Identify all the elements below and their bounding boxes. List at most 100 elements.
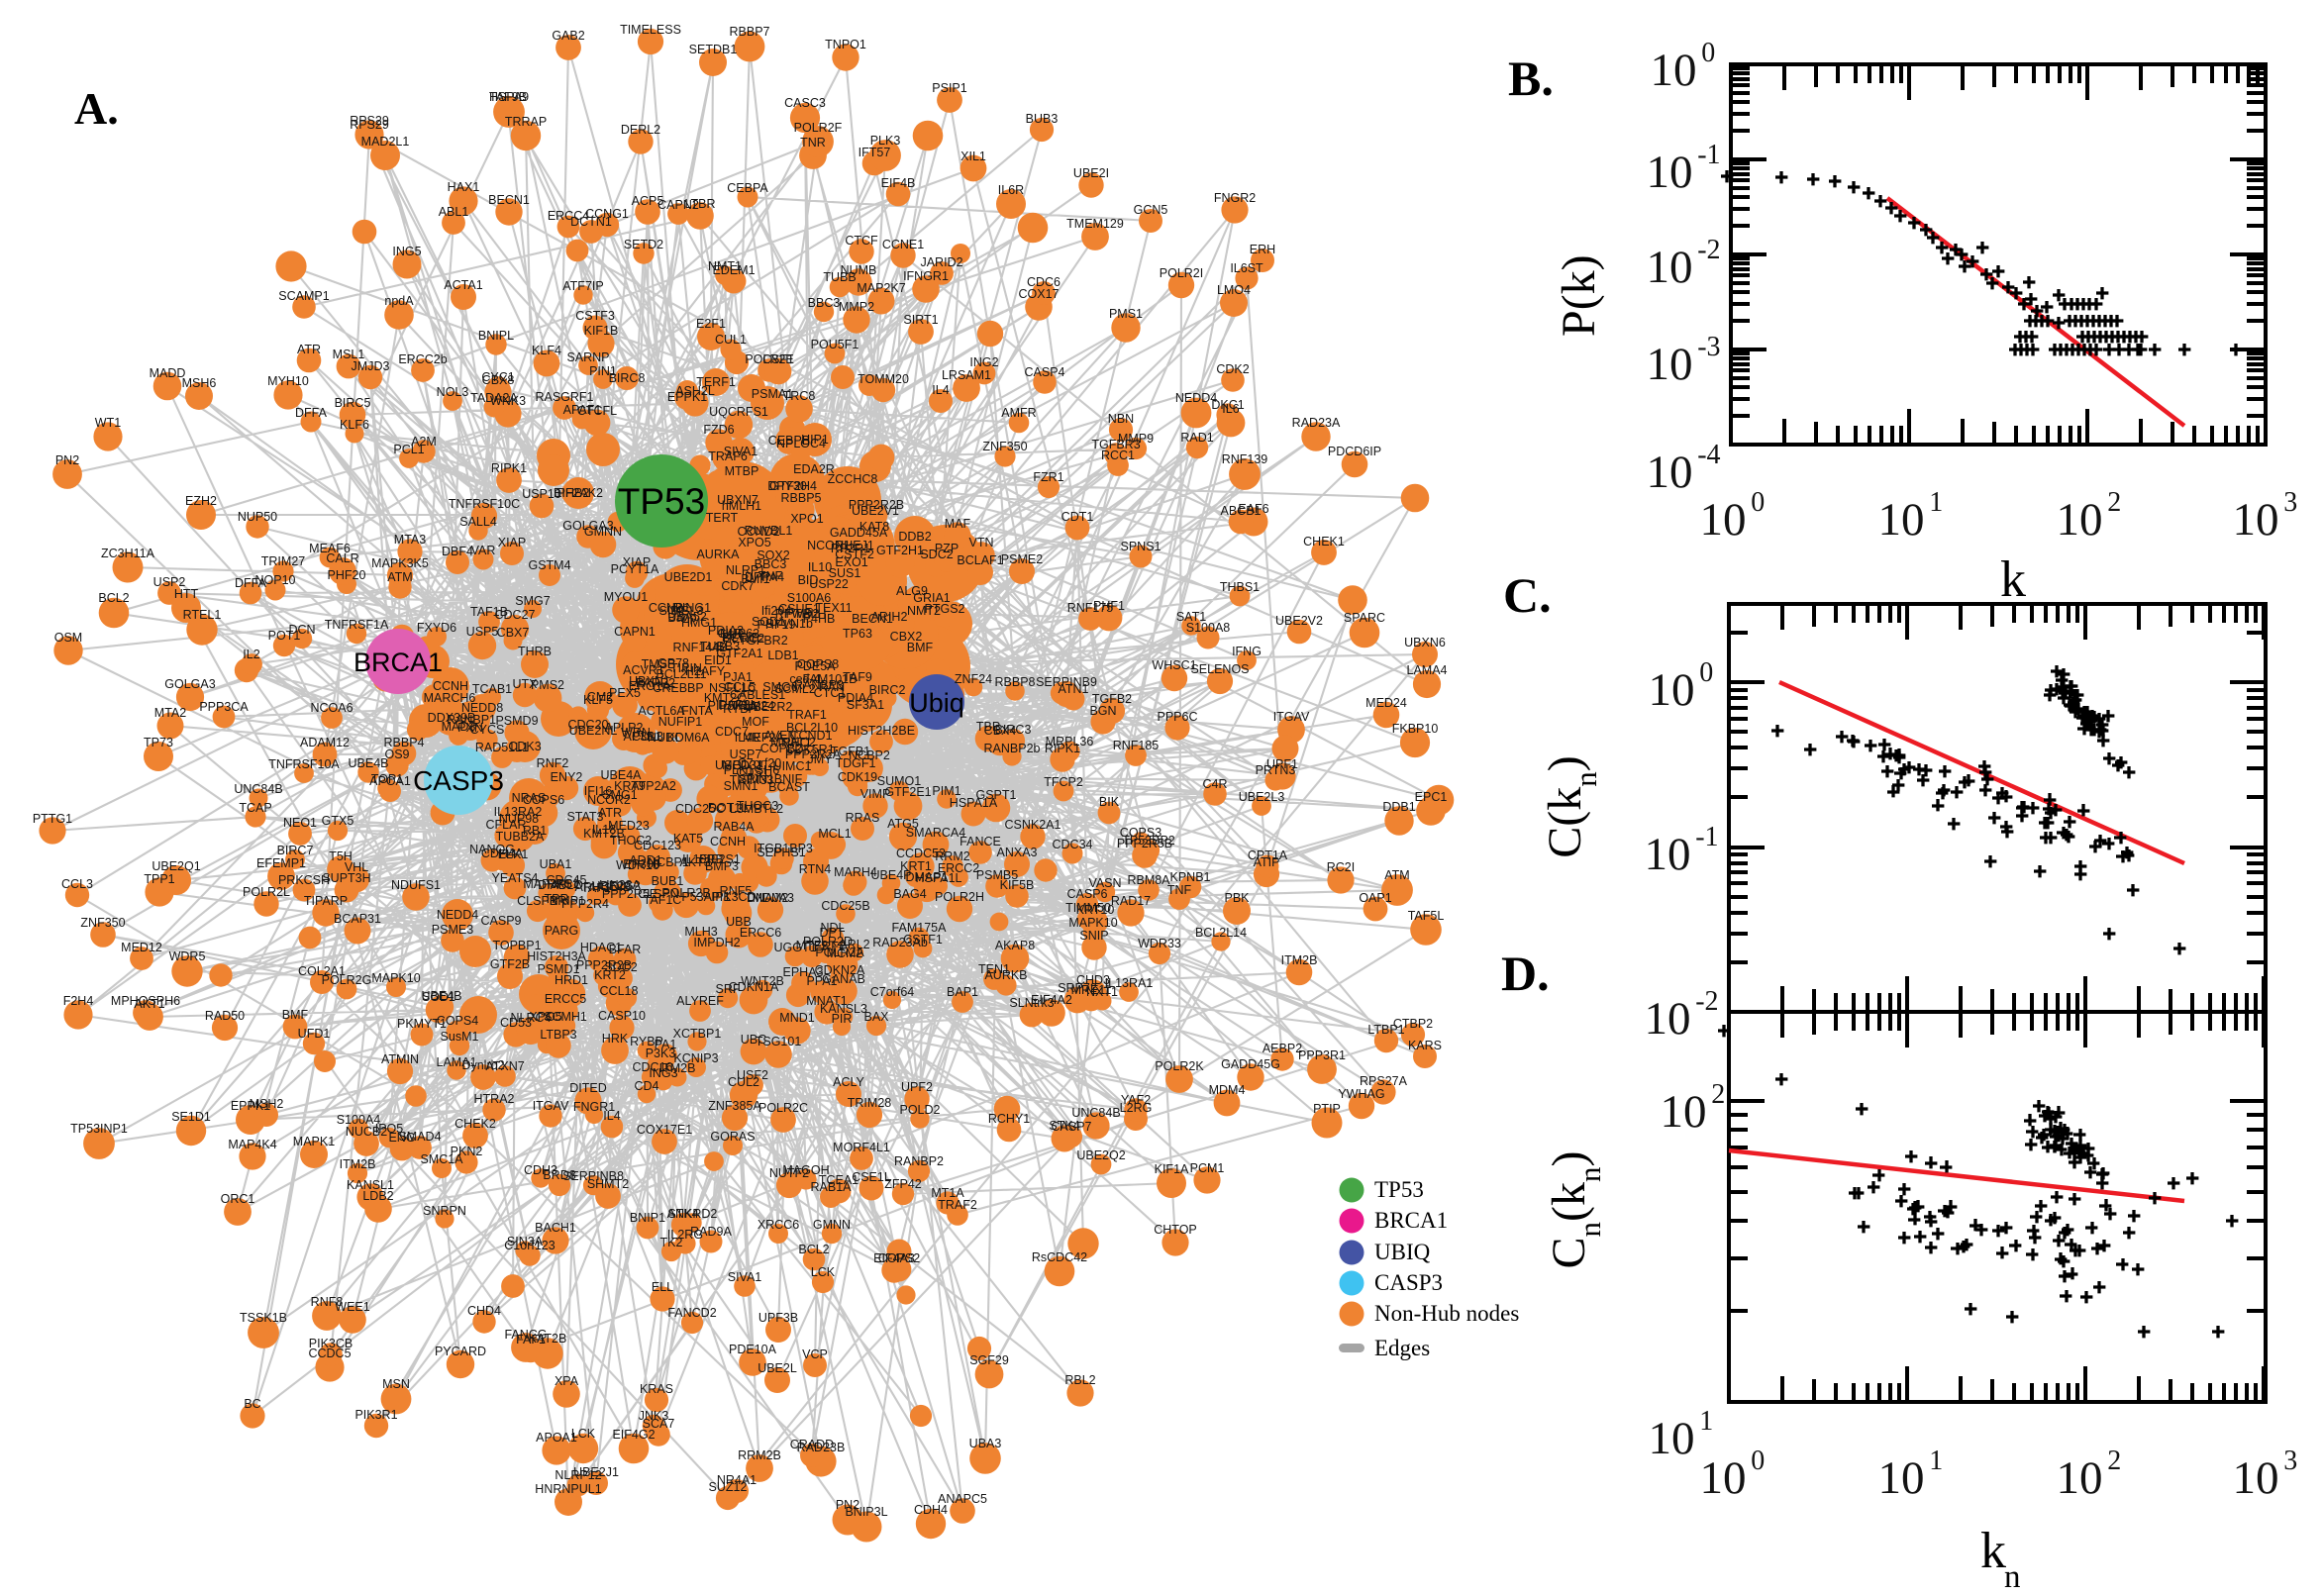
svg-text:ARHGDIB: ARHGDIB [575, 880, 632, 894]
svg-text:CHEK2: CHEK2 [454, 1117, 496, 1131]
svg-text:BCCIP: BCCIP [722, 631, 759, 645]
svg-text:UBXN1: UBXN1 [629, 674, 670, 688]
svg-text:10: 10 [1645, 993, 1691, 1045]
svg-text:10: 10 [2233, 494, 2279, 546]
svg-text:PIP5K1A: PIP5K1A [708, 699, 758, 713]
svg-text:CCNB1: CCNB1 [649, 601, 690, 615]
svg-text:RAD1: RAD1 [1180, 431, 1213, 445]
svg-text:NBN: NBN [1108, 412, 1134, 426]
svg-text:SDC2: SDC2 [604, 960, 637, 974]
svg-text:BNIP1: BNIP1 [630, 1211, 665, 1225]
svg-text:KRAS: KRAS [640, 1382, 673, 1396]
svg-text:BCL2L14: BCL2L14 [1195, 926, 1247, 940]
svg-text:SHMT2: SHMT2 [587, 1177, 629, 1191]
svg-text:10: 10 [1647, 339, 1693, 390]
svg-text:IL13RA2: IL13RA2 [494, 805, 543, 819]
svg-text:RANBP2b: RANBP2b [984, 742, 1041, 755]
svg-text:GANAB: GANAB [822, 972, 865, 986]
svg-text:ACP5: ACP5 [632, 194, 664, 208]
svg-text:LRSAM1: LRSAM1 [942, 368, 991, 382]
svg-text:IL2RG: IL2RG [667, 1228, 703, 1242]
svg-text:ATIP: ATIP [1254, 855, 1280, 869]
svg-text:TAF1: TAF1 [581, 881, 611, 895]
svg-text:DIABLO: DIABLO [538, 878, 583, 892]
svg-text:EXO1: EXO1 [835, 555, 867, 569]
svg-text:CBX2: CBX2 [890, 630, 923, 644]
svg-text:UBE2L: UBE2L [758, 1361, 797, 1375]
svg-text:UNC84B: UNC84B [1071, 1106, 1120, 1120]
svg-text:TMEM129: TMEM129 [1066, 217, 1124, 231]
svg-text:XIAP: XIAP [498, 536, 527, 549]
svg-text:10: 10 [1645, 829, 1691, 880]
svg-text:KDM6A: KDM6A [666, 731, 710, 745]
svg-text:CCDC5: CCDC5 [308, 1347, 351, 1360]
svg-text:SH6: SH6 [756, 763, 779, 777]
svg-text:TP63: TP63 [843, 627, 872, 641]
svg-text:HRD1: HRD1 [555, 973, 588, 987]
svg-text:WDR16: WDR16 [616, 858, 659, 872]
svg-text:PZP: PZP [935, 542, 959, 555]
svg-text:RNF144B: RNF144B [673, 641, 728, 654]
svg-text:TIMM50: TIMM50 [1065, 901, 1111, 915]
svg-text:THOC3: THOC3 [737, 799, 778, 813]
svg-text:PHC2: PHC2 [782, 736, 815, 749]
svg-text:IL6R: IL6R [998, 183, 1024, 197]
svg-text:COL2A1: COL2A1 [298, 964, 346, 978]
svg-text:PKMYT1: PKMYT1 [397, 1017, 447, 1031]
svg-text:USF2: USF2 [737, 1068, 768, 1082]
svg-text:WNK3: WNK3 [490, 394, 526, 408]
svg-text:EIF4G2: EIF4G2 [612, 1428, 655, 1442]
svg-text:1: 1 [1929, 1446, 1943, 1476]
svg-text:XIAP: XIAP [623, 555, 652, 569]
svg-text:1: 1 [1929, 487, 1943, 518]
svg-text:RC2I: RC2I [1327, 860, 1355, 874]
svg-text:TIPIN: TIPIN [670, 661, 702, 675]
svg-text:POLR2A: POLR2A [815, 946, 864, 959]
svg-text:HERC2: HERC2 [723, 632, 764, 646]
svg-text:COPS4: COPS4 [437, 1014, 478, 1028]
svg-text:RNF8: RNF8 [311, 1295, 344, 1309]
svg-text:JNK3: JNK3 [639, 1409, 669, 1423]
svg-text:THOC2: THOC2 [610, 834, 652, 848]
svg-text:CD53: CD53 [500, 1016, 532, 1030]
svg-text:TCEA1: TCEA1 [819, 1173, 858, 1187]
svg-text:TAF9: TAF9 [843, 670, 872, 684]
svg-text:BBC3: BBC3 [755, 557, 787, 571]
svg-text:GADD45G: GADD45G [1221, 1057, 1280, 1071]
svg-text:ERCC5: ERCC5 [545, 992, 586, 1006]
svg-text:NUCB2: NUCB2 [346, 1125, 387, 1139]
svg-text:UPF2: UPF2 [901, 1080, 933, 1094]
svg-text:MTBP: MTBP [725, 464, 759, 478]
svg-text:COPS2: COPS2 [878, 1251, 920, 1265]
svg-text:MRE11: MRE11 [1071, 983, 1112, 997]
svg-text:POLR2H: POLR2H [935, 890, 984, 904]
svg-text:RP2R1: RP2R1 [831, 542, 870, 555]
svg-text:GTF2B: GTF2B [490, 957, 530, 971]
svg-text:KRT9: KRT9 [614, 779, 646, 793]
svg-text:UBXN6: UBXN6 [1404, 636, 1446, 649]
svg-text:ZNF350: ZNF350 [982, 440, 1027, 453]
svg-text:RPS27A: RPS27A [1360, 1074, 1408, 1088]
svg-text:C4R: C4R [1202, 777, 1227, 791]
svg-text:TUBB2A: TUBB2A [496, 830, 545, 844]
svg-text:BCL2L11: BCL2L11 [656, 667, 706, 681]
svg-text:CDC25C: CDC25C [675, 802, 725, 816]
svg-text:CSTF3: CSTF3 [575, 309, 615, 323]
svg-text:MMP9: MMP9 [1118, 432, 1154, 446]
svg-text:TADA2A: TADA2A [470, 391, 518, 405]
svg-text:TRIM27: TRIM27 [261, 554, 306, 568]
svg-text:PIK3R1: PIK3R1 [354, 1408, 397, 1422]
svg-text:PPP2R2B: PPP2R2B [576, 958, 632, 972]
svg-text:NUDC: NUDC [648, 731, 683, 745]
svg-text:BCAST: BCAST [768, 780, 810, 794]
svg-text:PCL1: PCL1 [393, 443, 424, 456]
svg-text:10: 10 [2057, 1452, 2103, 1504]
svg-text:TNF: TNF [1167, 883, 1192, 897]
svg-text:MADD: MADD [150, 366, 186, 380]
svg-text:VCP: VCP [802, 1347, 828, 1361]
svg-text:NPLOC4: NPLOC4 [776, 437, 826, 450]
svg-text:DKC1: DKC1 [1211, 398, 1244, 412]
svg-text:VIMP: VIMP [860, 787, 891, 801]
svg-text:AP3B1: AP3B1 [624, 730, 662, 744]
svg-text:ANKRD2: ANKRD2 [667, 1207, 718, 1221]
